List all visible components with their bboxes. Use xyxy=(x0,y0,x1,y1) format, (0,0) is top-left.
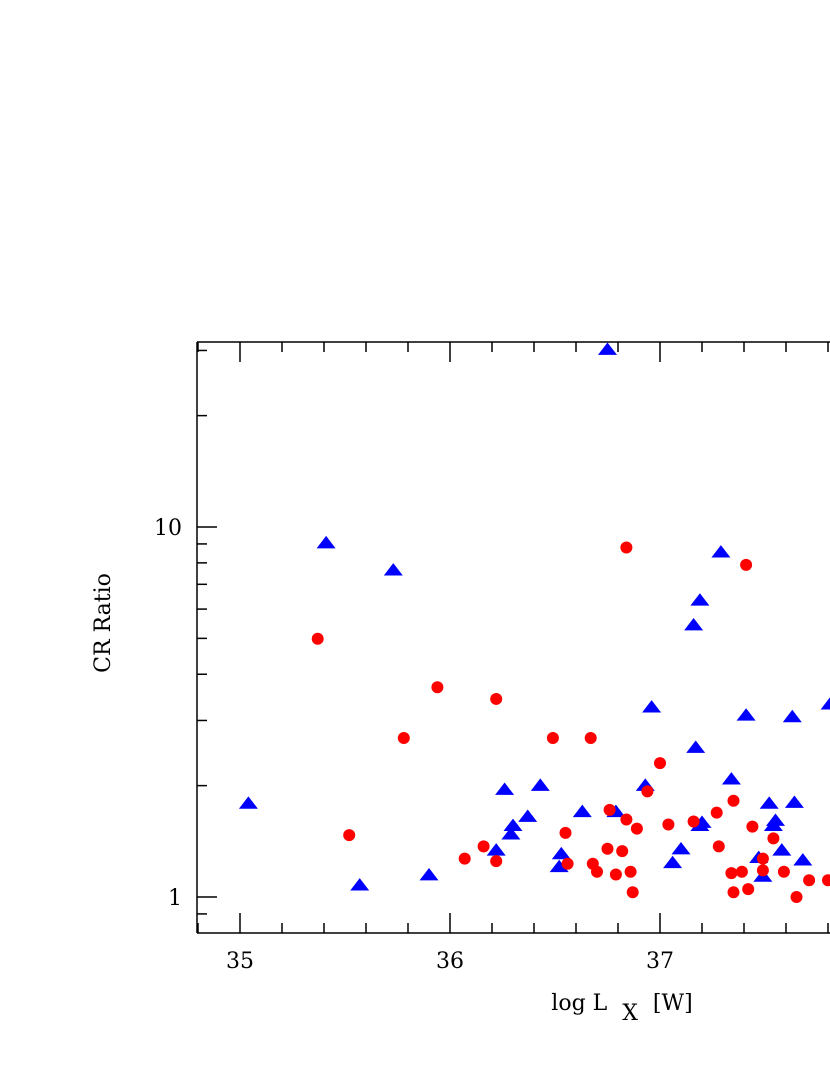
circle-point xyxy=(725,867,738,880)
circle-point xyxy=(654,757,666,770)
circle-point xyxy=(626,886,639,899)
circle-point xyxy=(620,813,633,826)
axis-ticks xyxy=(197,342,829,933)
circle-point xyxy=(727,794,740,807)
circle-point xyxy=(742,883,755,896)
circle-point xyxy=(490,855,503,868)
y-tick-label: 1 xyxy=(168,886,182,911)
triangle-point xyxy=(784,795,804,808)
triangle-point xyxy=(766,813,785,826)
circle-point xyxy=(712,840,725,853)
circle-point xyxy=(584,731,597,744)
triangle-point xyxy=(711,545,731,558)
circle-point xyxy=(777,865,790,878)
data-points xyxy=(238,342,830,903)
plot-frame xyxy=(196,341,830,934)
circle-point xyxy=(603,803,616,816)
triangle-point xyxy=(721,772,741,785)
circle-point xyxy=(477,840,490,853)
x-axis-label-subscript: X xyxy=(622,1001,638,1026)
triangle-point xyxy=(495,782,515,795)
triangle-point xyxy=(549,859,569,873)
circle-point xyxy=(559,826,572,839)
x-tick-label: 35 xyxy=(226,949,254,974)
circle-point xyxy=(561,857,574,870)
triangle-point xyxy=(736,708,756,721)
circle-point xyxy=(490,692,503,705)
circle-point xyxy=(431,681,444,694)
triangle-point xyxy=(793,853,813,866)
circle-point xyxy=(630,822,643,835)
x-axis-label-main: log L xyxy=(551,991,607,1016)
circle-point xyxy=(822,874,830,887)
circle-point xyxy=(546,731,559,744)
circle-point xyxy=(601,842,614,855)
x-axis-label: log L X [W] xyxy=(551,991,692,1026)
circle-point xyxy=(735,865,748,878)
triangle-point xyxy=(551,846,571,860)
circle-point xyxy=(790,891,803,903)
circle-point xyxy=(311,632,324,645)
triangle-point xyxy=(772,843,792,856)
circle-point xyxy=(624,865,637,878)
triangle-point xyxy=(530,778,550,791)
tick-labels: 35 36 37 1 10 xyxy=(154,516,674,974)
triangle-point xyxy=(598,342,617,355)
triangle-point xyxy=(238,796,258,809)
circle-point xyxy=(620,541,633,554)
circle-point xyxy=(609,868,622,881)
x-tick-label: 37 xyxy=(646,949,674,974)
triangle-point xyxy=(518,809,538,822)
circle-point xyxy=(641,785,654,798)
circle-point xyxy=(767,832,780,845)
triangle-point xyxy=(820,697,830,710)
circle-point xyxy=(756,864,769,877)
triangle-point xyxy=(572,804,592,818)
triangle-point xyxy=(419,867,439,881)
circle-point xyxy=(727,886,740,899)
circle-point xyxy=(746,820,759,833)
triangle-point xyxy=(383,563,403,576)
triangle-point xyxy=(501,827,521,840)
triangle-point xyxy=(690,593,710,606)
circle-point xyxy=(756,852,769,865)
triangle-point xyxy=(486,843,506,856)
triangle-point xyxy=(503,818,523,831)
circle-point xyxy=(740,558,753,571)
triangle-point xyxy=(759,796,779,809)
triangle-point xyxy=(642,700,662,713)
circle-point xyxy=(616,845,629,858)
circle-point xyxy=(803,874,816,887)
triangle-point xyxy=(316,535,336,549)
triangle-point xyxy=(686,740,706,753)
circle-point xyxy=(710,806,723,819)
triangle-point xyxy=(684,618,704,631)
circle-point xyxy=(458,852,471,865)
circle-point xyxy=(343,829,356,842)
circle-point xyxy=(397,731,410,744)
y-tick-label: 10 xyxy=(154,516,182,541)
x-axis-label-unit: [W] xyxy=(653,991,693,1016)
circle-point xyxy=(591,865,603,878)
y-axis-label: CR Ratio xyxy=(91,573,116,673)
triangle-point xyxy=(671,841,691,855)
triangle-point xyxy=(350,878,370,891)
triangle-point xyxy=(782,709,802,723)
circle-point xyxy=(662,818,675,831)
circle-point xyxy=(687,815,700,828)
triangle-point xyxy=(663,855,683,869)
x-tick-label: 36 xyxy=(436,949,464,974)
